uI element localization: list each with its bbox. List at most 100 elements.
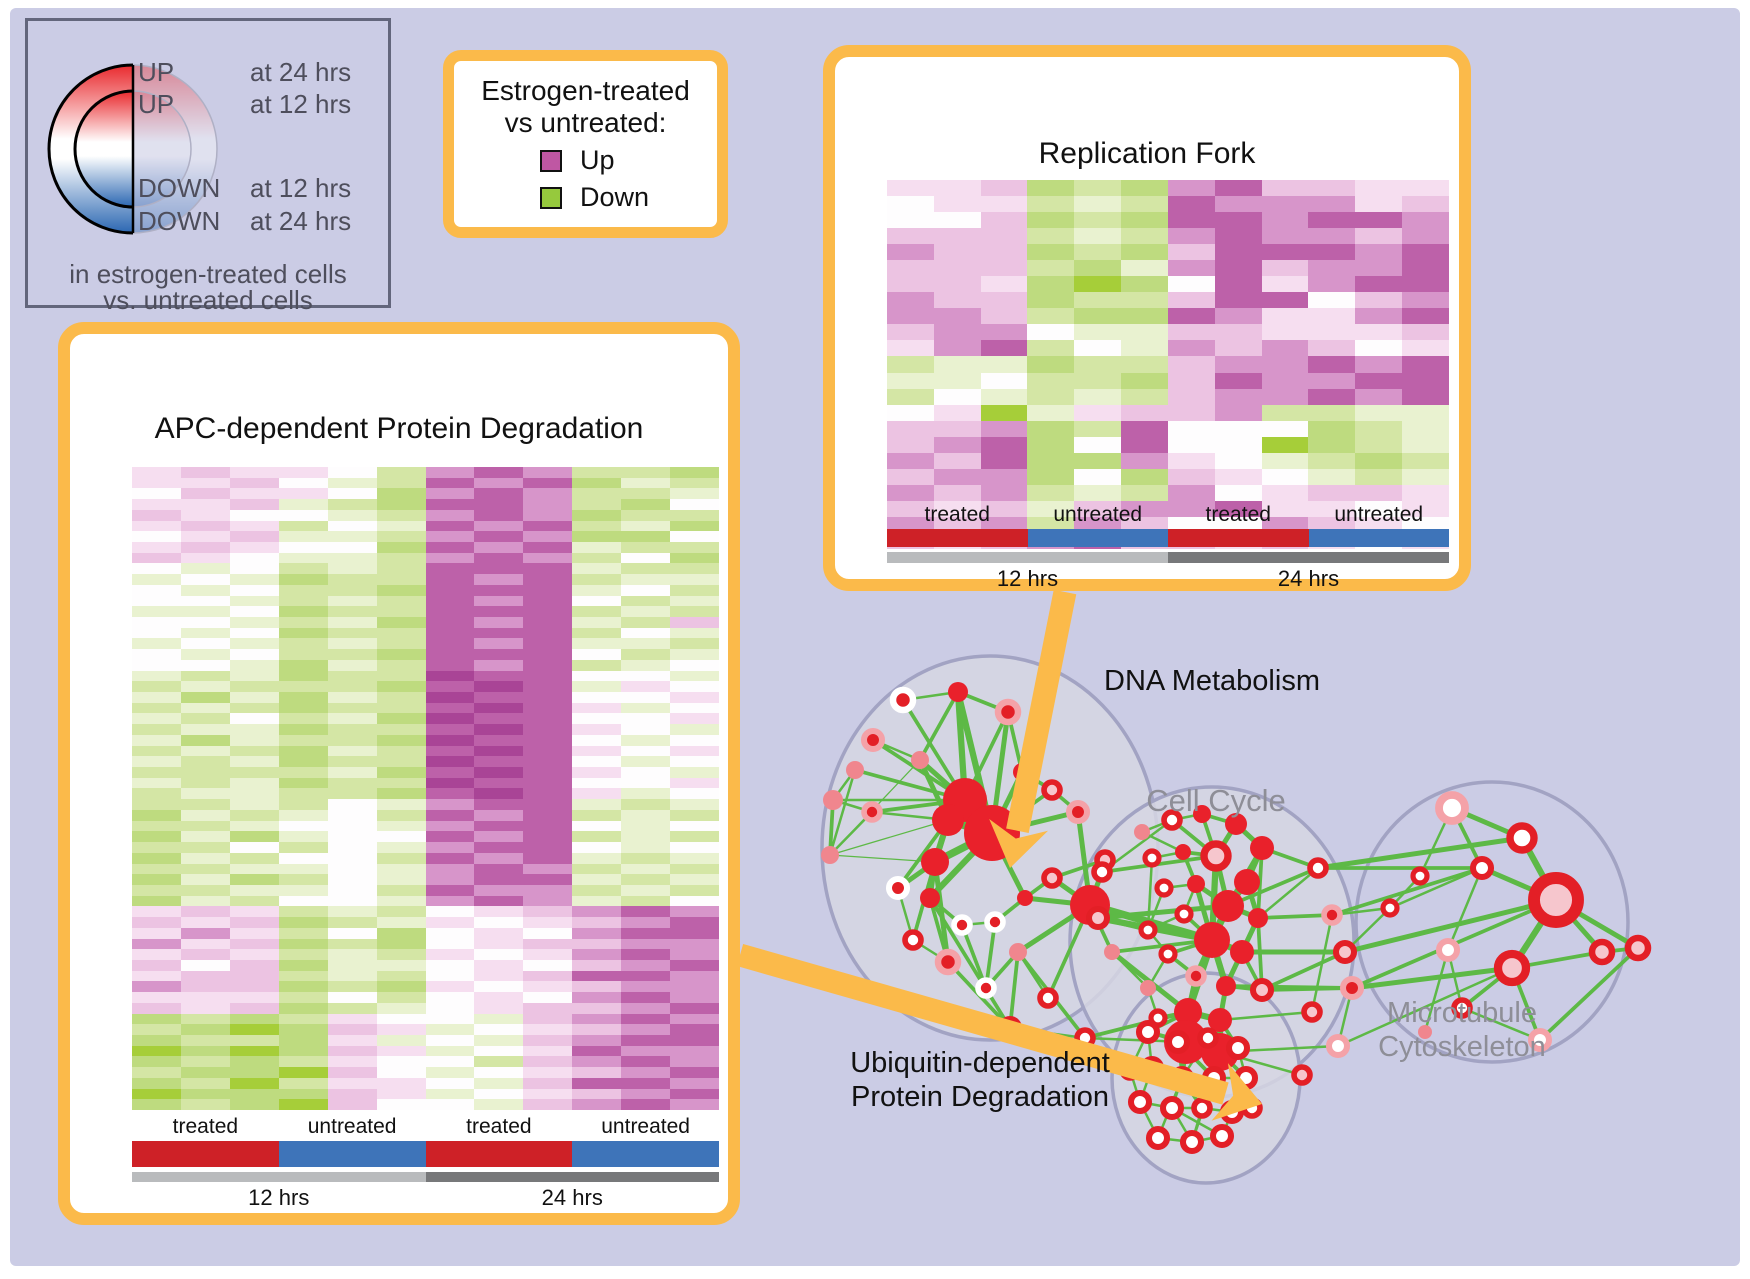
heatmap-cell (425, 1002, 475, 1014)
heatmap-cell (572, 574, 622, 585)
heatmap-cell (1261, 180, 1309, 197)
heatmap-cell (1167, 308, 1215, 325)
heatmap-cell (474, 831, 524, 843)
gene-node (1216, 976, 1236, 996)
heatmap-cell (180, 820, 230, 832)
heatmap-cell (670, 724, 719, 735)
heatmap-cell (229, 1088, 279, 1100)
gene-node (1175, 844, 1191, 860)
heatmap-cell (474, 981, 524, 993)
heatmap-cell (180, 1013, 230, 1025)
heatmap-cell (523, 606, 573, 618)
heatmap-cell (376, 927, 426, 939)
heatmap-cell (376, 713, 426, 725)
heatmap-cell (523, 520, 573, 532)
heatmap-cell (278, 884, 328, 896)
heatmap-cell (425, 1013, 475, 1025)
heatmap-cell (1402, 468, 1449, 485)
heatmap-cell (278, 488, 328, 500)
heatmap-cell (278, 842, 328, 853)
heatmap-cell (621, 927, 671, 939)
heatmap-cell (425, 574, 475, 585)
heatmap-cell (523, 895, 573, 907)
heatmap-cell (229, 852, 279, 864)
gene-node (1234, 869, 1260, 895)
heatmap-cell (327, 724, 377, 735)
gene-node (1493, 949, 1531, 987)
group-label: treated (172, 1115, 239, 1138)
time-label: 24 hrs (541, 1185, 603, 1210)
network-edge (984, 920, 997, 990)
heatmap-cell (670, 477, 719, 489)
heatmap-cell (621, 467, 671, 478)
heatmap-cell (523, 756, 573, 768)
heatmap-cell (670, 702, 719, 714)
heatmap-cell (621, 1088, 671, 1100)
heatmap-cell (180, 874, 230, 885)
heatmap-cell (474, 563, 524, 575)
heatmap-cell (1027, 260, 1075, 277)
heatmap-cell (670, 938, 719, 950)
heatmap-cell (327, 595, 377, 607)
ring-footer-line2: vs. untreated cells (103, 285, 313, 315)
heatmap-cell (572, 799, 622, 810)
heatmap-cell (229, 981, 279, 993)
heatmap-cell (1261, 516, 1309, 533)
heatmap-cell (621, 552, 671, 564)
gene-node (821, 846, 839, 864)
ring-legend-box: UP at 24 hrs UP at 12 hrs DOWN at 12 hrs… (25, 18, 391, 315)
heatmap-cell (621, 574, 671, 585)
heatmap-cell (474, 692, 524, 703)
heatmap-cell (425, 970, 475, 982)
heatmap-cell (523, 649, 573, 660)
heatmap-cell (327, 1002, 377, 1014)
heatmap-cell (327, 617, 377, 628)
heatmap-cell (376, 874, 426, 885)
heatmap-cell (278, 713, 328, 725)
heatmap-cell (572, 767, 622, 778)
heatmap-cell (1355, 484, 1403, 501)
heatmap-cell (180, 788, 230, 800)
heatmap-cell (523, 638, 573, 650)
heatmap-cell (1402, 500, 1449, 517)
heatmap-cell (278, 852, 328, 864)
heatmap-cell (132, 552, 181, 564)
heatmap-cell (376, 649, 426, 660)
network-edge (960, 923, 988, 990)
heatmap-cell (229, 970, 279, 982)
heatmap-cell (132, 874, 181, 885)
gene-node (861, 801, 883, 823)
heatmap-cell (670, 906, 719, 918)
heatmap-cell (1355, 180, 1403, 197)
heatmap-cell (278, 809, 328, 821)
heatmap-cell (180, 477, 230, 489)
heatmap-cell (132, 949, 181, 960)
time-label: 24 hrs (1277, 566, 1340, 591)
heatmap-cell (376, 638, 426, 650)
heatmap-cell (327, 649, 377, 660)
heatmap-cell (229, 809, 279, 821)
heatmap-cell (180, 617, 230, 628)
heatmap-cell (180, 488, 230, 500)
network-edge (1460, 1006, 1542, 1042)
gene-node (1148, 1008, 1168, 1028)
network-edge (1310, 913, 1334, 1014)
heatmap-cell (425, 863, 475, 875)
heatmap-cell (1355, 372, 1403, 389)
heatmap-cell (933, 340, 981, 357)
heatmap-cell (132, 1013, 181, 1025)
heatmap-cell (670, 1067, 719, 1078)
heatmap-cell (425, 702, 475, 714)
heatmap-cell (933, 452, 981, 469)
heatmap-cell (474, 949, 524, 960)
heatmap-cell (572, 542, 622, 553)
heatmap-cell (132, 499, 181, 510)
heatmap-cell (1214, 500, 1262, 517)
heatmap-cell (980, 468, 1028, 485)
heatmap-cell (474, 584, 524, 596)
heatmap-cell (621, 713, 671, 725)
heatmap-cell (376, 1088, 426, 1100)
heatmap-cell (523, 852, 573, 864)
heatmap-cell (670, 981, 719, 993)
gene-node (934, 948, 962, 976)
